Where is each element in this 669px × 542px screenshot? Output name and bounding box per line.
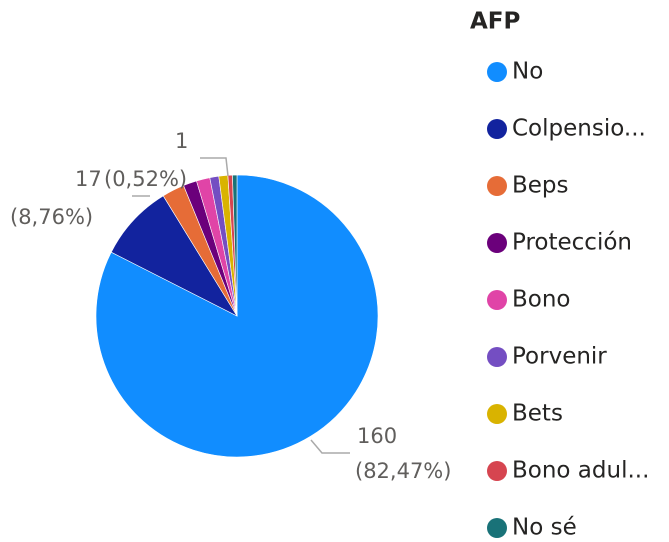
data-label: 1 [175,129,188,153]
legend-label: Bono [512,287,571,313]
legend-marker [487,176,507,196]
legend-label: Colpensio... [512,116,646,142]
legend-label: No sé [512,515,577,541]
data-label: 160 [357,424,397,448]
percent-label: (0,52%) [104,167,187,191]
legend-marker [487,461,507,481]
leader-line [200,157,229,177]
legend-marker [487,62,507,82]
leader-line [310,439,350,454]
percent-label: (82,47%) [355,459,451,483]
legend-marker [487,119,507,139]
percent-label: (8,76%) [10,205,93,229]
legend-label: Bono adul... [512,458,649,484]
legend-label: No [512,59,543,85]
legend-label: Protección [512,230,632,256]
legend-label: Porvenir [512,344,607,370]
data-label: 17 [75,167,102,191]
legend-marker [487,404,507,424]
legend-label: Bets [512,401,563,427]
legend-marker [487,233,507,253]
legend-marker [487,347,507,367]
legend-title: AFP [470,9,520,35]
legend-marker [487,518,507,538]
legend-label: Beps [512,173,569,199]
legend-marker [487,290,507,310]
pie-slice [232,174,238,317]
